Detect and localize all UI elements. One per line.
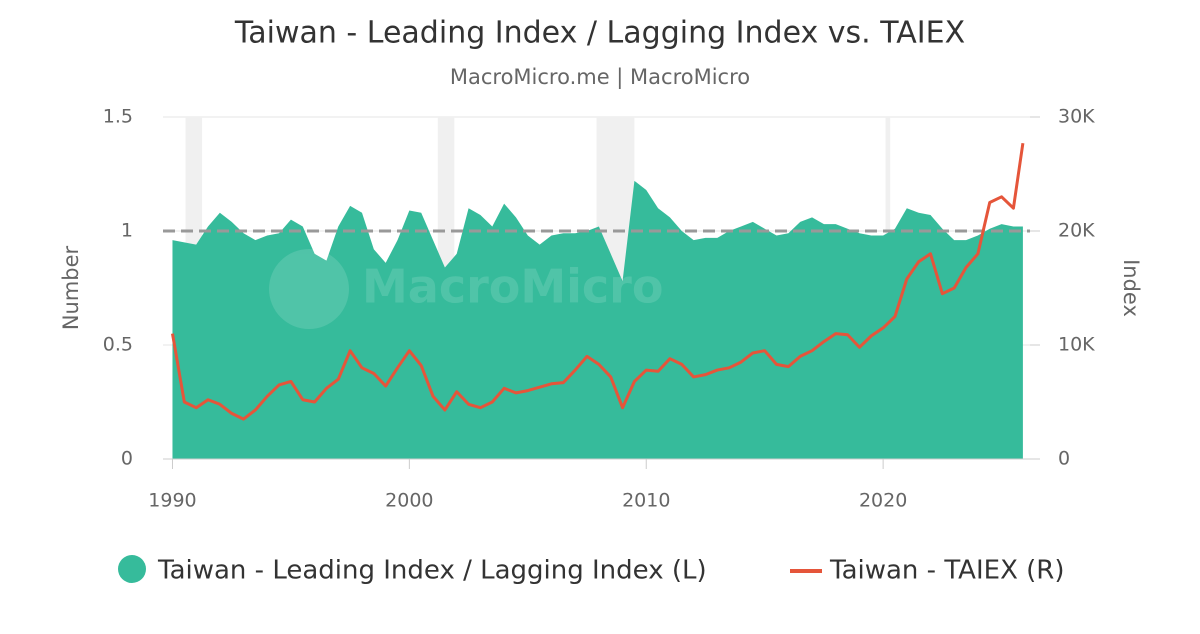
y-tick-label: 0.5 bbox=[103, 334, 133, 356]
x-tick-label: 2010 bbox=[622, 490, 670, 512]
y2-tick-label: 10K bbox=[1058, 334, 1095, 356]
chart-subtitle: MacroMicro.me | MacroMicro bbox=[450, 65, 750, 90]
legend: Taiwan - Leading Index / Lagging Index (… bbox=[118, 555, 1065, 586]
y-tick-label: 0 bbox=[121, 448, 133, 470]
area bbox=[172, 180, 1023, 459]
y-tick-label: 1 bbox=[121, 220, 133, 242]
y2-tick-label: 20K bbox=[1058, 220, 1095, 242]
x-tick-label: 2000 bbox=[385, 490, 433, 512]
legend-symbol bbox=[118, 555, 146, 583]
y2-tick-label: 30K bbox=[1058, 106, 1095, 128]
x-tick-label: 1990 bbox=[148, 490, 196, 512]
y2-axis-title: Index bbox=[1119, 259, 1143, 317]
y-tick-label: 1.5 bbox=[103, 106, 133, 128]
chart-title: Taiwan - Leading Index / Lagging Index v… bbox=[234, 16, 965, 51]
y2-tick-label: 0 bbox=[1058, 448, 1070, 470]
watermark-icon bbox=[269, 249, 349, 329]
watermark-text: MacroMicro bbox=[362, 260, 663, 314]
legend-label: Taiwan - Leading Index / Lagging Index (… bbox=[157, 556, 707, 586]
legend-label: Taiwan - TAIEX (R) bbox=[829, 556, 1065, 586]
watermark: MacroMicro bbox=[269, 249, 663, 329]
line bbox=[170, 143, 1025, 421]
x-tick-label: 2020 bbox=[859, 490, 907, 512]
y-axis-title: Number bbox=[59, 245, 83, 330]
